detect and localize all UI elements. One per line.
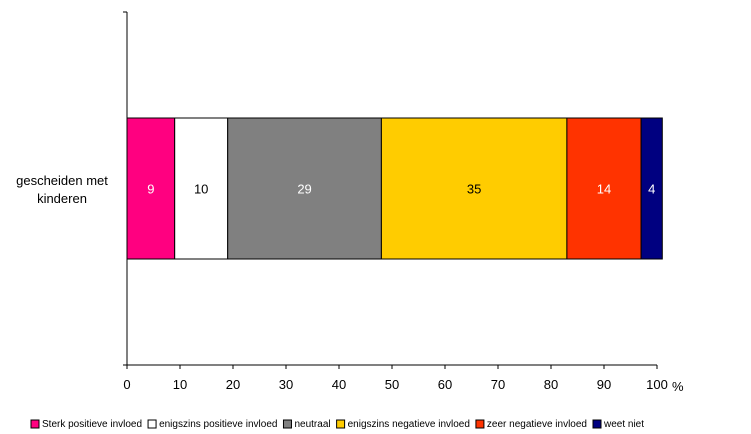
- category-label-line-2: kinderen: [37, 191, 87, 206]
- bar-segment-5: [566, 117, 642, 260]
- x-axis-unit: %: [672, 379, 684, 394]
- data-labels: 9 10 29 35 14 4: [147, 182, 655, 197]
- legend-label-2: enigszins positieve invloed: [159, 419, 277, 430]
- x-tick-label-80: 80: [544, 377, 558, 392]
- legend-item-5: zeer negatieve invloed: [475, 419, 587, 430]
- legend-item-4: enigszins negatieve invloed: [336, 419, 470, 430]
- legend-swatch-3: [282, 419, 292, 429]
- x-tick-label-30: 30: [279, 377, 293, 392]
- data-label-1: 9: [147, 182, 154, 197]
- bar-segments: [126, 117, 663, 260]
- bar-segment-6: [640, 117, 663, 260]
- x-tick-label-100: 100: [646, 377, 668, 392]
- x-tick-label-60: 60: [438, 377, 452, 392]
- x-tick-label-70: 70: [491, 377, 505, 392]
- legend-item-3: neutraal: [282, 419, 331, 430]
- legend-item-6: weet niet: [592, 419, 644, 430]
- data-label-4: 35: [467, 182, 481, 197]
- bar-segment-1: [126, 117, 176, 260]
- bar-segment-4: [380, 117, 568, 260]
- legend-swatch-5: [475, 419, 485, 429]
- x-tick-label-40: 40: [332, 377, 346, 392]
- legend-swatch-6: [592, 419, 602, 429]
- x-tick-label-90: 90: [597, 377, 611, 392]
- legend-swatch-1: [30, 419, 40, 429]
- data-label-2: 10: [194, 182, 208, 197]
- legend-swatch-2: [147, 419, 157, 429]
- data-label-5: 14: [597, 182, 611, 197]
- x-tick-label-0: 0: [123, 377, 130, 392]
- legend-label-6: weet niet: [603, 419, 644, 430]
- x-axis-ticks: 0 10 20 30 40 50 60 70 80 90 100%: [123, 365, 684, 394]
- legend-item-1: Sterk positieve invloed: [30, 419, 142, 430]
- legend-item-2: enigszins positieve invloed: [147, 419, 277, 430]
- legend-swatch-4: [336, 419, 346, 429]
- legend-label-3: neutraal: [294, 419, 330, 430]
- legend-label-4: enigszins negatieve invloed: [348, 419, 470, 430]
- x-tick-label-20: 20: [226, 377, 240, 392]
- data-label-6: 4: [648, 182, 655, 197]
- bar-segment-3: [227, 117, 382, 260]
- category-label-line-1: gescheiden met: [16, 173, 108, 188]
- legend: Sterk positieve invloed enigszins positie…: [30, 419, 644, 430]
- legend-label-5: zeer negatieve invloed: [487, 419, 587, 430]
- data-label-3: 29: [297, 182, 311, 197]
- category-label: gescheiden met kinderen: [16, 173, 108, 206]
- x-tick-label-10: 10: [173, 377, 187, 392]
- bar-segment-2: [174, 117, 229, 260]
- x-tick-label-50: 50: [385, 377, 399, 392]
- legend-label-1: Sterk positieve invloed: [42, 419, 142, 430]
